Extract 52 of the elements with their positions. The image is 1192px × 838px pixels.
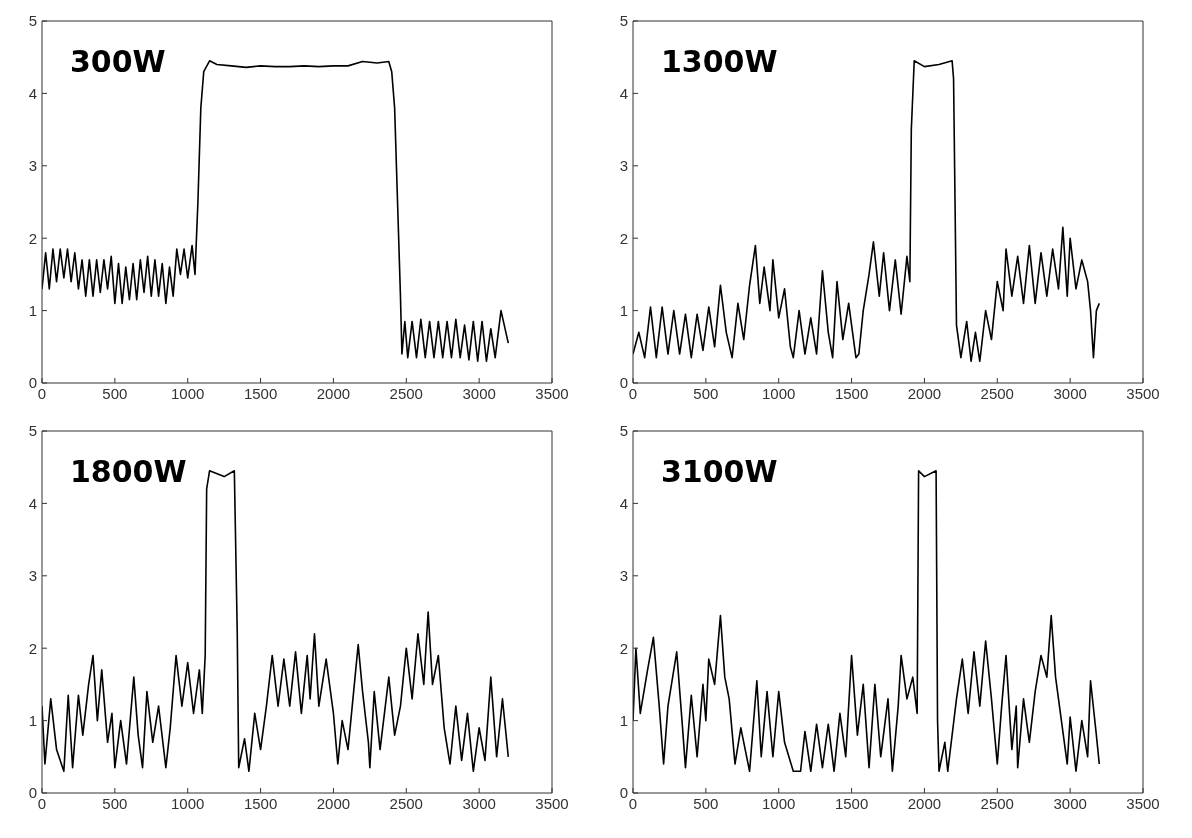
annotation: 3100W bbox=[661, 454, 778, 489]
x-tick-label: 2500 bbox=[980, 384, 1014, 402]
y-tick-label: 2 bbox=[28, 639, 37, 657]
y-tick-label: 1 bbox=[28, 301, 37, 319]
x-tick-label: 3000 bbox=[1053, 384, 1087, 402]
x-tick-label: 1500 bbox=[834, 384, 869, 402]
y-tick-label: 5 bbox=[28, 12, 37, 30]
x-tick-label: 1000 bbox=[762, 384, 796, 402]
x-tick-label: 2500 bbox=[389, 384, 423, 402]
x-tick-label: 3500 bbox=[535, 384, 569, 402]
y-tick-label: 5 bbox=[619, 12, 628, 30]
x-tick-label: 2000 bbox=[316, 794, 351, 812]
annotation: 1300W bbox=[661, 44, 778, 79]
x-tick-label: 1000 bbox=[762, 794, 796, 812]
x-tick-label: 1000 bbox=[171, 794, 205, 812]
x-tick-label: 3000 bbox=[1053, 794, 1087, 812]
annotation: 1800W bbox=[70, 454, 187, 489]
y-tick-label: 5 bbox=[28, 422, 37, 440]
x-tick-label: 3500 bbox=[1126, 384, 1160, 402]
y-tick-label: 3 bbox=[28, 157, 37, 175]
y-tick-label: 4 bbox=[28, 84, 37, 102]
x-tick-label: 2000 bbox=[907, 794, 942, 812]
x-tick-label: 2500 bbox=[389, 794, 423, 812]
y-tick-label: 5 bbox=[619, 422, 628, 440]
y-tick-label: 2 bbox=[619, 639, 628, 657]
x-tick-label: 2000 bbox=[316, 384, 351, 402]
x-tick-label: 3500 bbox=[1126, 794, 1160, 812]
x-tick-label: 500 bbox=[693, 384, 719, 402]
y-tick-label: 1 bbox=[619, 301, 628, 319]
x-tick-label: 3500 bbox=[535, 794, 569, 812]
annotation: 300W bbox=[70, 44, 166, 79]
x-tick-label: 2500 bbox=[980, 794, 1014, 812]
x-tick-label: 500 bbox=[102, 794, 128, 812]
x-tick-label: 500 bbox=[693, 794, 719, 812]
y-tick-label: 2 bbox=[619, 229, 628, 247]
y-tick-label: 3 bbox=[619, 567, 628, 585]
y-tick-label: 4 bbox=[619, 84, 628, 102]
x-tick-label: 3000 bbox=[462, 794, 496, 812]
y-tick-label: 1 bbox=[28, 711, 37, 729]
x-tick-label: 1500 bbox=[243, 384, 278, 402]
x-tick-label: 500 bbox=[102, 384, 128, 402]
x-tick-label: 1500 bbox=[243, 794, 278, 812]
y-tick-label: 3 bbox=[28, 567, 37, 585]
y-tick-label: 4 bbox=[28, 494, 37, 512]
x-tick-label: 1000 bbox=[171, 384, 205, 402]
y-tick-label: 3 bbox=[619, 157, 628, 175]
x-tick-label: 2000 bbox=[907, 384, 942, 402]
y-tick-label: 1 bbox=[619, 711, 628, 729]
x-tick-label: 1500 bbox=[834, 794, 869, 812]
y-tick-label: 4 bbox=[619, 494, 628, 512]
x-tick-label: 3000 bbox=[462, 384, 496, 402]
y-tick-label: 2 bbox=[28, 229, 37, 247]
